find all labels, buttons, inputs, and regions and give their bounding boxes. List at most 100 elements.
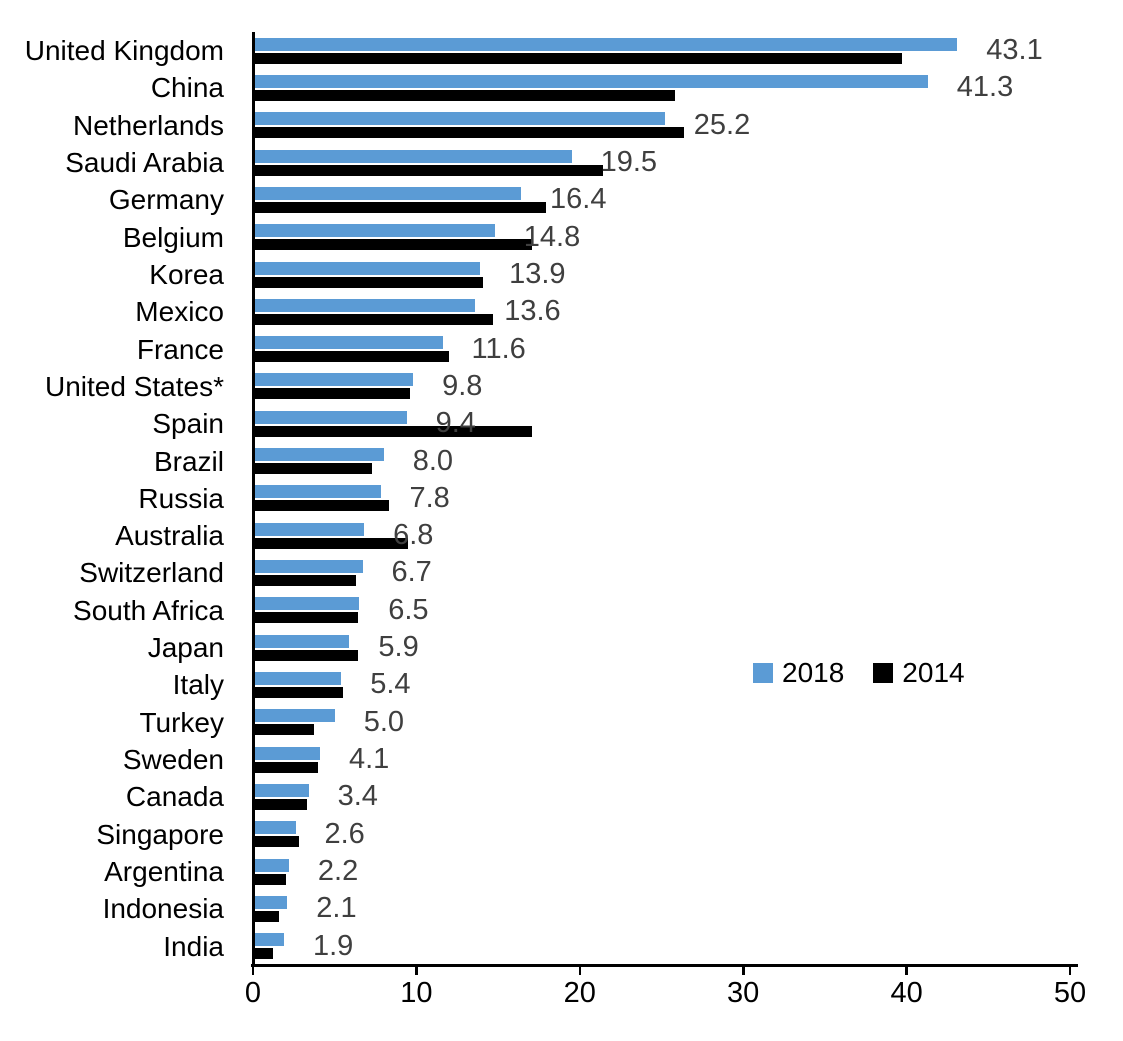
bar-2018 (253, 634, 350, 648)
bar-2018 (253, 112, 665, 126)
bar-2014 (253, 313, 494, 325)
chart-row: Canada 3.4 (0, 778, 1123, 815)
x-tick-mark (905, 964, 908, 975)
value-label: 9.8 (442, 369, 483, 402)
bar-2018 (253, 783, 309, 797)
value-label: 6.5 (388, 593, 429, 626)
x-tick-mark (415, 964, 418, 975)
y-axis-line (251, 32, 255, 966)
bar-2014 (253, 948, 273, 960)
bar-2014 (253, 127, 685, 139)
legend-label-2018: 2018 (782, 657, 845, 688)
bar-2018 (253, 336, 443, 350)
chart-row: France 11.6 (0, 331, 1123, 368)
chart-row: Belgium 14.8 (0, 219, 1123, 256)
legend-swatch-2014 (873, 663, 894, 683)
bar-2014 (253, 201, 546, 213)
bar-2014 (253, 164, 603, 176)
value-label: 9.4 (435, 407, 476, 440)
x-tick-label: 30 (727, 977, 760, 1009)
chart-row: Singapore 2.6 (0, 816, 1123, 853)
bar-2014 (253, 798, 307, 810)
category-label: South Africa (73, 594, 224, 626)
category-label: Russia (138, 482, 224, 514)
x-tick-mark (1068, 964, 1072, 975)
bar-2014 (253, 575, 356, 587)
bar-2014 (253, 612, 358, 624)
legend: 2018 2014 (753, 658, 965, 688)
chart-row: China 41.3 (0, 69, 1123, 106)
bar-2014 (253, 89, 675, 101)
value-label: 5.0 (363, 705, 405, 738)
category-label: France (136, 333, 224, 365)
bar-2018 (253, 37, 958, 51)
chart-row: Argentina 2.2 (0, 853, 1123, 890)
category-label: Spain (152, 408, 224, 440)
category-label: United Kingdom (24, 35, 224, 66)
value-label: 19.5 (600, 145, 658, 178)
category-label: Argentina (104, 856, 224, 888)
category-label: Singapore (96, 818, 224, 850)
chart-row: Mexico 13.6 (0, 293, 1123, 330)
category-label: Sweden (122, 744, 224, 776)
value-label: 6.8 (393, 519, 434, 552)
chart-row: Australia 6.8 (0, 517, 1123, 554)
bar-2014 (253, 500, 389, 512)
chart-row: Switzerland 6.7 (0, 554, 1123, 591)
category-label: China (150, 72, 224, 104)
value-label: 6.7 (391, 556, 432, 589)
bar-2018 (253, 933, 284, 947)
bar-2014 (253, 836, 299, 848)
category-label: Turkey (139, 706, 224, 738)
value-label: 43.1 (986, 34, 1043, 66)
value-label: 1.9 (313, 929, 354, 962)
bar-2018 (253, 261, 481, 275)
chart-row: Korea 13.9 (0, 256, 1123, 293)
x-tick-label: 40 (890, 977, 923, 1009)
bar-2018 (253, 224, 495, 238)
bar-2018 (253, 858, 289, 872)
chart-row: Spain 9.4 (0, 405, 1123, 442)
x-tick-label: 10 (400, 977, 433, 1009)
bar-2014 (253, 910, 280, 922)
value-label: 11.6 (471, 332, 526, 365)
category-label: Korea (149, 258, 224, 290)
legend-swatch-2018 (753, 663, 773, 683)
value-label: 2.6 (324, 817, 365, 850)
bar-2018 (253, 895, 288, 909)
chart-row: India 1.9 (0, 928, 1123, 965)
value-label: 2.1 (316, 892, 357, 925)
category-label: Mexico (135, 296, 224, 328)
chart-row: South Africa 6.5 (0, 592, 1123, 629)
bar-2014 (253, 687, 343, 699)
category-label: Saudi Arabia (65, 146, 224, 178)
value-label: 4.1 (349, 743, 390, 776)
chart-row: Italy 5.4 (0, 666, 1123, 703)
bar-2018 (253, 74, 928, 88)
x-axis-line (251, 964, 1078, 967)
bar-2014 (253, 537, 409, 549)
chart-row: Turkey 5.0 (0, 704, 1123, 741)
category-label: India (163, 930, 224, 962)
value-label: 3.4 (337, 780, 378, 813)
chart-row: Russia 7.8 (0, 480, 1123, 517)
legend-label-2014: 2014 (902, 657, 965, 688)
value-label: 13.9 (509, 257, 566, 290)
value-label: 2.2 (317, 855, 359, 888)
category-label: United States* (45, 370, 224, 402)
value-label: 13.6 (504, 295, 561, 328)
x-tick-label: 0 (244, 977, 262, 1009)
value-label: 8.0 (412, 444, 454, 477)
x-tick-label: 20 (563, 977, 596, 1009)
chart-row: Saudi Arabia 19.5 (0, 144, 1123, 181)
value-label: 7.8 (409, 481, 450, 514)
chart-row: United States* 9.8 (0, 368, 1123, 405)
chart-row: United Kingdom 43.1 (0, 32, 1123, 69)
bar-2014 (253, 463, 373, 475)
x-tick-mark (578, 964, 581, 975)
bar-2018 (253, 746, 320, 760)
x-tick-mark (742, 964, 745, 975)
bar-2018 (253, 709, 335, 723)
bar-2014 (253, 649, 358, 661)
